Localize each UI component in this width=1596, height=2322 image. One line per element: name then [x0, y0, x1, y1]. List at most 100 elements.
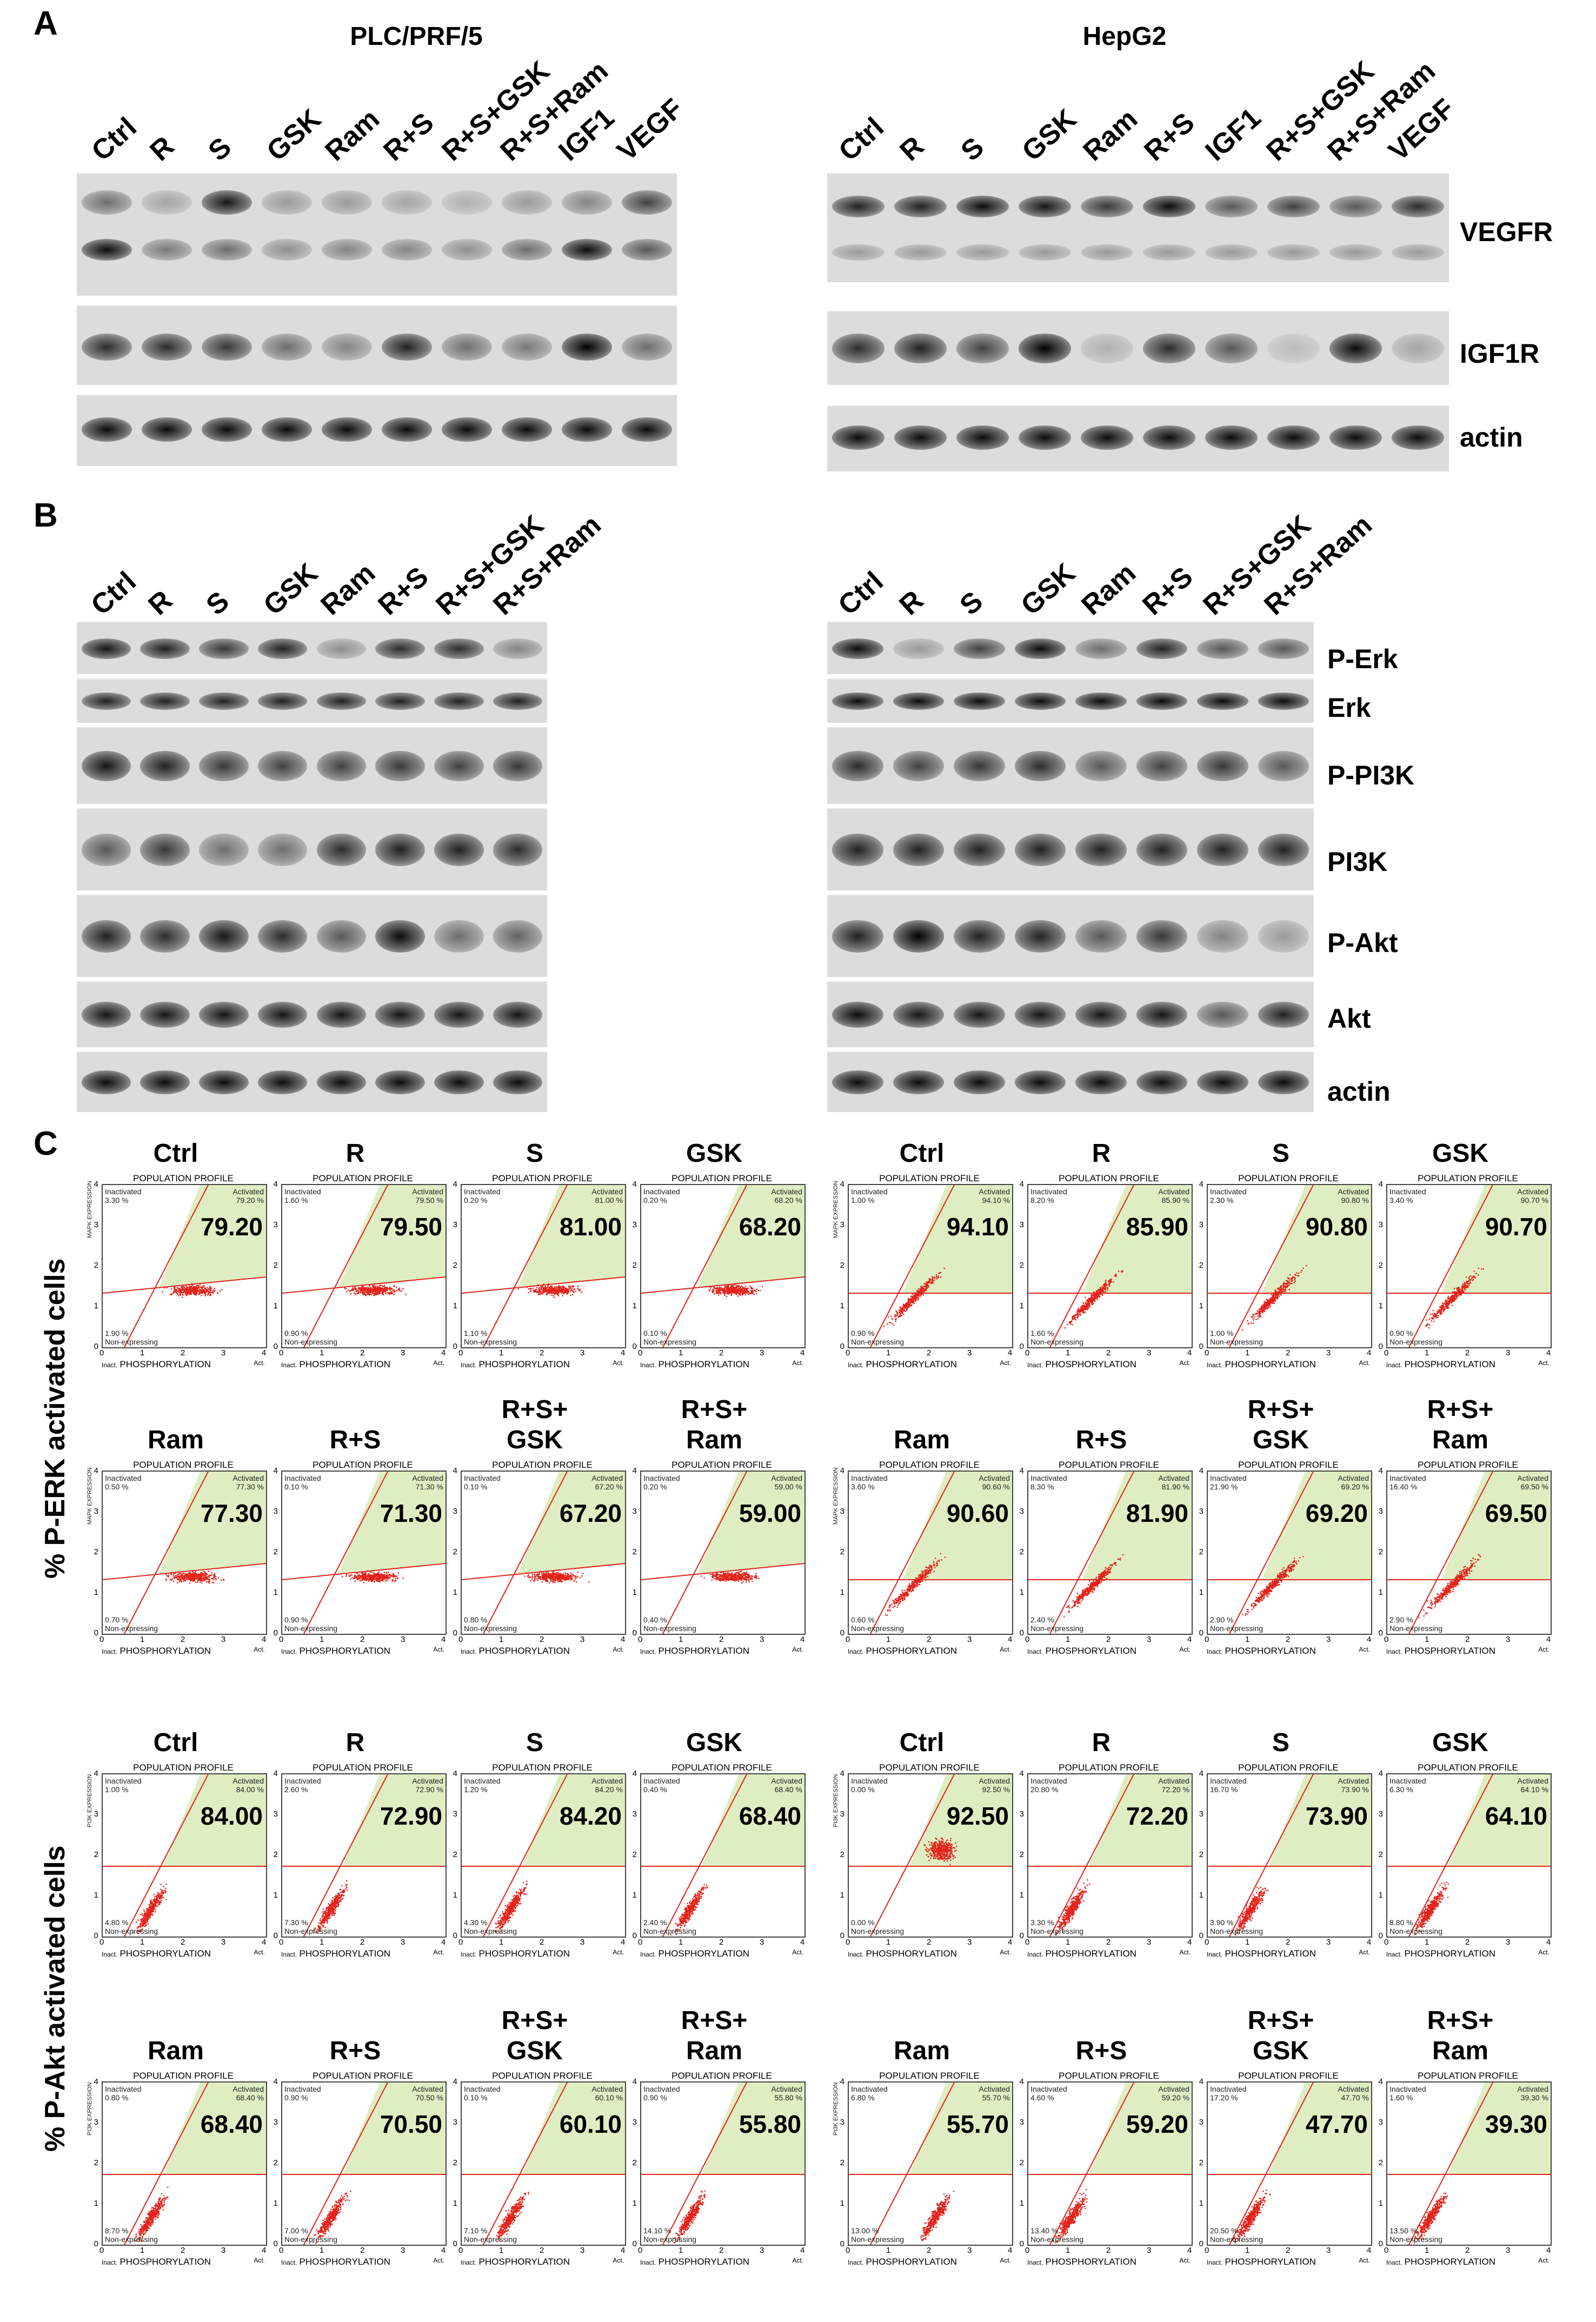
cell-event-dot — [1298, 1272, 1300, 1274]
cell-event-dot — [376, 1573, 377, 1575]
cell-event-dot — [555, 1293, 556, 1295]
cell-event-dot — [379, 1581, 381, 1583]
cell-event-dot — [378, 1578, 380, 1579]
cell-event-dot — [1269, 1305, 1271, 1307]
cell-event-dot — [1283, 1290, 1285, 1292]
cell-event-dot — [1086, 1300, 1087, 1302]
blot-band — [954, 751, 1005, 781]
cell-event-dot — [189, 1580, 191, 1581]
activated-value: 71.30 — [380, 1499, 442, 1527]
cell-event-dot — [1252, 1315, 1254, 1316]
cell-event-dot — [1072, 1318, 1073, 1320]
y-label-perk: % P-ERK activated cells — [39, 1258, 71, 1579]
lane-label: Ram — [1077, 103, 1143, 168]
x-tick: 4 — [800, 1348, 805, 1358]
cell-event-dot — [223, 1578, 224, 1580]
blot-band — [1267, 334, 1320, 363]
cell-event-dot — [1096, 1295, 1098, 1296]
population-profile-title: POPULATION PROFILE — [879, 1173, 980, 1183]
blot-band — [81, 638, 131, 659]
cell-event-dot — [185, 1292, 188, 1294]
cell-event-dot — [1077, 1316, 1079, 1318]
cell-event-dot — [176, 1576, 178, 1578]
cell-event-dot — [389, 1576, 391, 1579]
blot-band — [81, 834, 131, 866]
cell-event-dot — [738, 1292, 740, 1294]
activated-region — [338, 1185, 445, 1287]
protein-label-p-erk: P-Erk — [1327, 644, 1398, 674]
cell-event-dot — [1099, 1296, 1101, 1298]
blot-band — [1081, 334, 1133, 363]
cell-event-dot — [194, 1572, 196, 1574]
cell-event-dot — [1468, 1284, 1470, 1286]
cell-event-dot — [200, 1573, 201, 1575]
cell-event-dot — [887, 1323, 888, 1325]
cell-event-dot — [558, 1287, 560, 1288]
cell-event-dot — [1453, 1288, 1455, 1289]
blot-band — [832, 834, 883, 866]
cell-event-dot — [544, 1286, 546, 1287]
cell-event-dot — [563, 1288, 566, 1290]
blot-band — [1392, 196, 1444, 217]
cell-event-dot — [1267, 1299, 1269, 1301]
blot-band — [199, 693, 249, 710]
blot-band — [893, 920, 944, 953]
cell-event-dot — [539, 1293, 541, 1295]
cell-event-dot — [921, 1288, 923, 1290]
population-profile-title: POPULATION PROFILE — [1059, 1173, 1159, 1183]
cell-event-dot — [173, 1291, 175, 1293]
scatter-svg — [103, 1185, 266, 1347]
scatter-svg — [282, 1185, 445, 1347]
blot-band — [434, 693, 484, 710]
nonexp-pct: 0.70 % — [105, 1615, 129, 1624]
cell-event-dot — [207, 1294, 209, 1296]
cell-event-dot — [370, 1287, 371, 1289]
x-tick: 2 — [927, 1348, 932, 1358]
cell-event-dot — [210, 1574, 212, 1576]
cell-event-dot — [917, 1294, 920, 1296]
blot-band — [1014, 751, 1066, 781]
cell-event-dot — [1113, 1281, 1114, 1283]
cell-event-dot — [1274, 1300, 1276, 1302]
cell-event-dot — [180, 1293, 182, 1295]
cell-event-dot — [710, 1287, 712, 1288]
cell-event-dot — [190, 1576, 191, 1578]
gate-diagonal-line — [483, 1185, 568, 1347]
cell-event-dot — [1434, 1316, 1436, 1318]
flow-plot-title: R+S — [329, 1426, 381, 1454]
cell-event-dot — [744, 1285, 746, 1287]
cell-event-dot — [384, 1291, 387, 1293]
blot-band — [81, 1002, 131, 1028]
cell-event-dot — [1453, 1298, 1454, 1300]
y-tick: 0 — [632, 1342, 637, 1351]
cell-event-dot — [374, 1292, 376, 1294]
cell-event-dot — [199, 1581, 201, 1583]
y-tick: 0 — [273, 1342, 278, 1351]
lane-label: GSK — [257, 557, 324, 622]
cell-event-dot — [184, 1288, 187, 1290]
cell-event-dot — [1302, 1267, 1304, 1269]
cell-event-dot — [1087, 1302, 1089, 1305]
blot-band — [201, 417, 252, 442]
cell-event-dot — [347, 1289, 349, 1291]
cell-event-dot — [1262, 1304, 1265, 1306]
blot-band — [81, 190, 132, 215]
lane-label: Ram — [1075, 557, 1142, 622]
cell-event-dot — [1091, 1303, 1093, 1306]
cell-event-dot — [724, 1292, 726, 1293]
population-profile-title: POPULATION PROFILE — [312, 1173, 413, 1183]
lane-label: S — [955, 131, 990, 168]
flow-plot-title: S — [1272, 1139, 1289, 1168]
population-profile-title: POPULATION PROFILE — [312, 1460, 413, 1470]
inactivated-pct: 8.20 % — [1030, 1196, 1054, 1205]
cell-event-dot — [750, 1290, 753, 1292]
cell-event-dot — [188, 1572, 190, 1574]
x-tick: 2 — [540, 1348, 544, 1358]
cell-event-dot — [1442, 1306, 1445, 1308]
cell-event-dot — [214, 1290, 215, 1292]
cell-event-dot — [1096, 1295, 1099, 1298]
cell-event-dot — [1267, 1306, 1269, 1308]
cell-event-dot — [363, 1581, 365, 1584]
cell-event-dot — [902, 1310, 905, 1312]
cell-event-dot — [1283, 1282, 1285, 1284]
